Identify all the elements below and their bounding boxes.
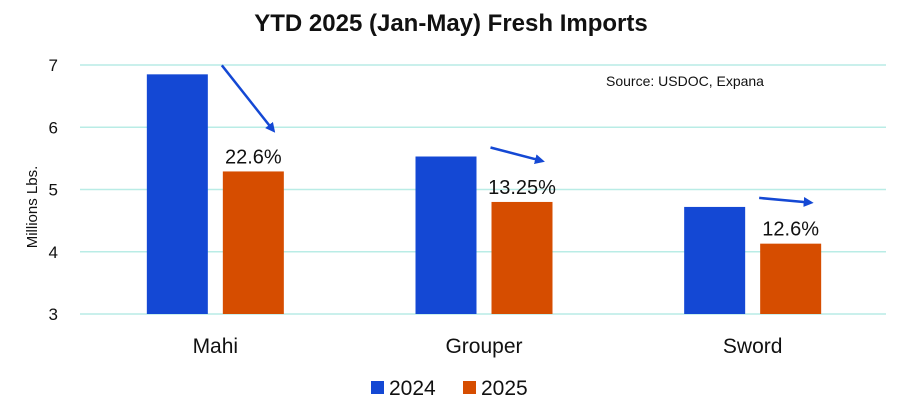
y-tick-label: 7 [49,56,58,75]
decrease-arrow-icon [490,146,545,165]
legend-swatch-2025 [463,381,476,394]
legend: 2024 2025 [371,377,528,400]
y-axis-label: Millions Lbs. [24,166,41,249]
bars [146,74,822,315]
source-note: Source: USDOC, Expana [606,73,764,89]
pct-change-label: 13.25% [488,177,556,199]
y-tick-label: 4 [49,243,58,262]
bar-mahi-2024 [146,74,208,315]
pct-change-label: 22.6% [225,146,282,168]
bar-mahi-2025 [222,171,284,314]
x-tick-label: Sword [723,335,783,358]
bar-grouper-2025 [491,201,553,314]
bar-sword-2025 [760,243,822,314]
x-tick-label: Mahi [193,335,239,358]
labels: Mahi 22.6% Grouper 13.25% Sword 12.6% [193,64,819,358]
decrease-arrow-icon [220,64,276,133]
pct-change-label: 12.6% [762,219,819,241]
y-tick-label: 5 [49,181,58,200]
decrease-arrow-icon [759,196,814,207]
bar-sword-2024 [684,206,746,314]
y-tick-label: 3 [49,305,58,324]
bar-grouper-2024 [415,156,477,314]
x-tick-label: Grouper [445,335,522,358]
legend-label: 2024 [389,377,436,400]
chart-title: YTD 2025 (Jan-May) Fresh Imports [254,10,647,37]
y-tick-label: 6 [49,118,58,137]
legend-swatch-2024 [371,381,384,394]
gridlines: 3 4 5 6 7 [49,56,886,324]
legend-label: 2025 [481,377,528,400]
